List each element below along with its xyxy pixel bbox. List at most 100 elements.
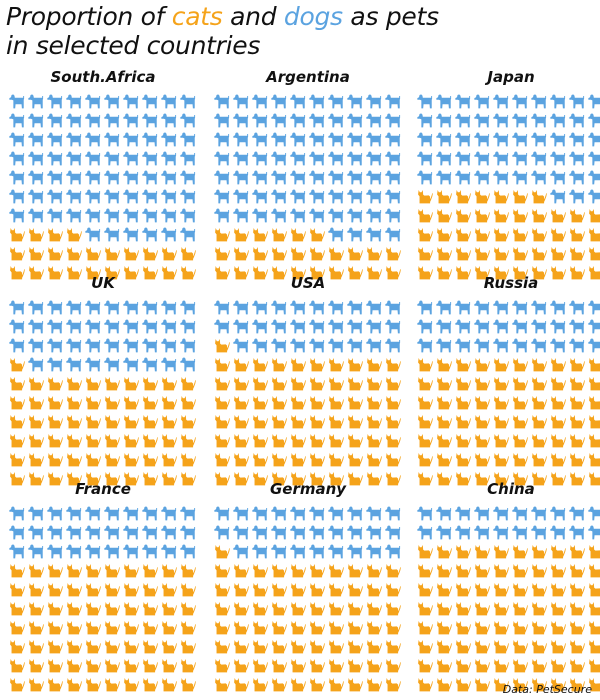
cat-icon xyxy=(494,472,509,486)
dog-icon xyxy=(47,208,63,223)
dog-icon xyxy=(588,170,600,185)
cat-icon xyxy=(494,434,509,448)
cat-icon xyxy=(418,266,433,280)
dog-icon xyxy=(66,170,82,185)
dog-icon xyxy=(531,151,547,166)
cat-icon xyxy=(215,640,230,654)
cat-icon xyxy=(105,377,120,391)
dog-icon xyxy=(142,357,158,372)
cat-icon xyxy=(570,564,585,578)
cat-icon xyxy=(513,621,528,635)
cat-icon xyxy=(291,247,306,261)
dog-icon xyxy=(512,132,528,147)
cat-icon xyxy=(367,678,382,692)
cat-icon xyxy=(386,396,401,410)
cat-icon xyxy=(513,602,528,616)
dog-icon xyxy=(455,113,471,128)
cat-icon xyxy=(589,564,600,578)
cat-icon xyxy=(418,545,433,559)
cat-icon xyxy=(437,377,452,391)
dog-icon xyxy=(85,338,101,353)
dog-icon xyxy=(531,506,547,521)
cat-icon xyxy=(367,377,382,391)
dog-icon xyxy=(436,151,452,166)
dog-icon xyxy=(347,170,363,185)
cat-icon xyxy=(570,247,585,261)
cat-icon xyxy=(272,659,287,673)
dog-icon xyxy=(366,170,382,185)
cat-icon xyxy=(234,472,249,486)
cat-icon xyxy=(532,434,547,448)
cat-icon xyxy=(310,678,325,692)
cat-icon xyxy=(386,266,401,280)
dog-icon xyxy=(252,544,268,559)
cat-icon xyxy=(48,434,63,448)
dog-icon xyxy=(385,151,401,166)
cat-icon xyxy=(67,640,82,654)
cat-icon xyxy=(367,583,382,597)
cat-icon xyxy=(124,434,139,448)
cat-icon xyxy=(162,583,177,597)
cat-icon xyxy=(532,415,547,429)
cat-icon xyxy=(418,209,433,223)
dog-icon xyxy=(28,151,44,166)
cat-icon xyxy=(494,209,509,223)
dog-icon xyxy=(588,189,600,204)
cat-icon xyxy=(143,453,158,467)
cat-icon xyxy=(253,678,268,692)
cat-icon xyxy=(162,472,177,486)
dog-icon xyxy=(531,319,547,334)
dog-icon xyxy=(417,319,433,334)
dog-icon xyxy=(436,506,452,521)
dog-icon xyxy=(123,357,139,372)
cat-icon xyxy=(143,602,158,616)
dog-icon xyxy=(531,525,547,540)
dog-icon xyxy=(588,300,600,315)
cat-icon xyxy=(475,266,490,280)
dog-icon xyxy=(104,319,120,334)
cat-icon xyxy=(29,564,44,578)
dog-icon xyxy=(180,208,196,223)
dog-icon xyxy=(271,113,287,128)
cat-icon xyxy=(386,377,401,391)
dog-icon xyxy=(417,151,433,166)
cat-icon xyxy=(513,209,528,223)
cat-icon xyxy=(589,377,600,391)
cat-icon xyxy=(181,377,196,391)
dog-icon xyxy=(9,525,25,540)
cat-icon xyxy=(348,602,363,616)
dog-icon xyxy=(417,113,433,128)
cat-icon xyxy=(532,190,547,204)
cat-icon xyxy=(367,453,382,467)
cat-icon xyxy=(181,453,196,467)
cat-icon xyxy=(475,209,490,223)
dog-icon xyxy=(104,227,120,242)
dog-icon xyxy=(161,151,177,166)
cat-icon xyxy=(310,247,325,261)
panel-title: Russia xyxy=(483,274,539,292)
dog-icon xyxy=(252,132,268,147)
dog-icon xyxy=(309,525,325,540)
dog-icon xyxy=(9,506,25,521)
dog-icon xyxy=(512,525,528,540)
dog-icon xyxy=(271,170,287,185)
cat-icon xyxy=(348,659,363,673)
dog-icon xyxy=(512,170,528,185)
dog-icon xyxy=(161,338,177,353)
dog-icon xyxy=(455,151,471,166)
cat-icon xyxy=(532,621,547,635)
cat-icon xyxy=(291,621,306,635)
dog-icon xyxy=(569,338,585,353)
dog-icon xyxy=(328,319,344,334)
dog-icon xyxy=(455,525,471,540)
dog-icon xyxy=(588,338,600,353)
dog-icon xyxy=(309,208,325,223)
cat-icon xyxy=(437,602,452,616)
cat-icon xyxy=(437,453,452,467)
cat-icon xyxy=(570,396,585,410)
title-dogs-word: dogs xyxy=(283,2,343,31)
cat-icon xyxy=(272,472,287,486)
dog-icon xyxy=(214,151,230,166)
dog-icon xyxy=(180,319,196,334)
dog-icon xyxy=(347,506,363,521)
